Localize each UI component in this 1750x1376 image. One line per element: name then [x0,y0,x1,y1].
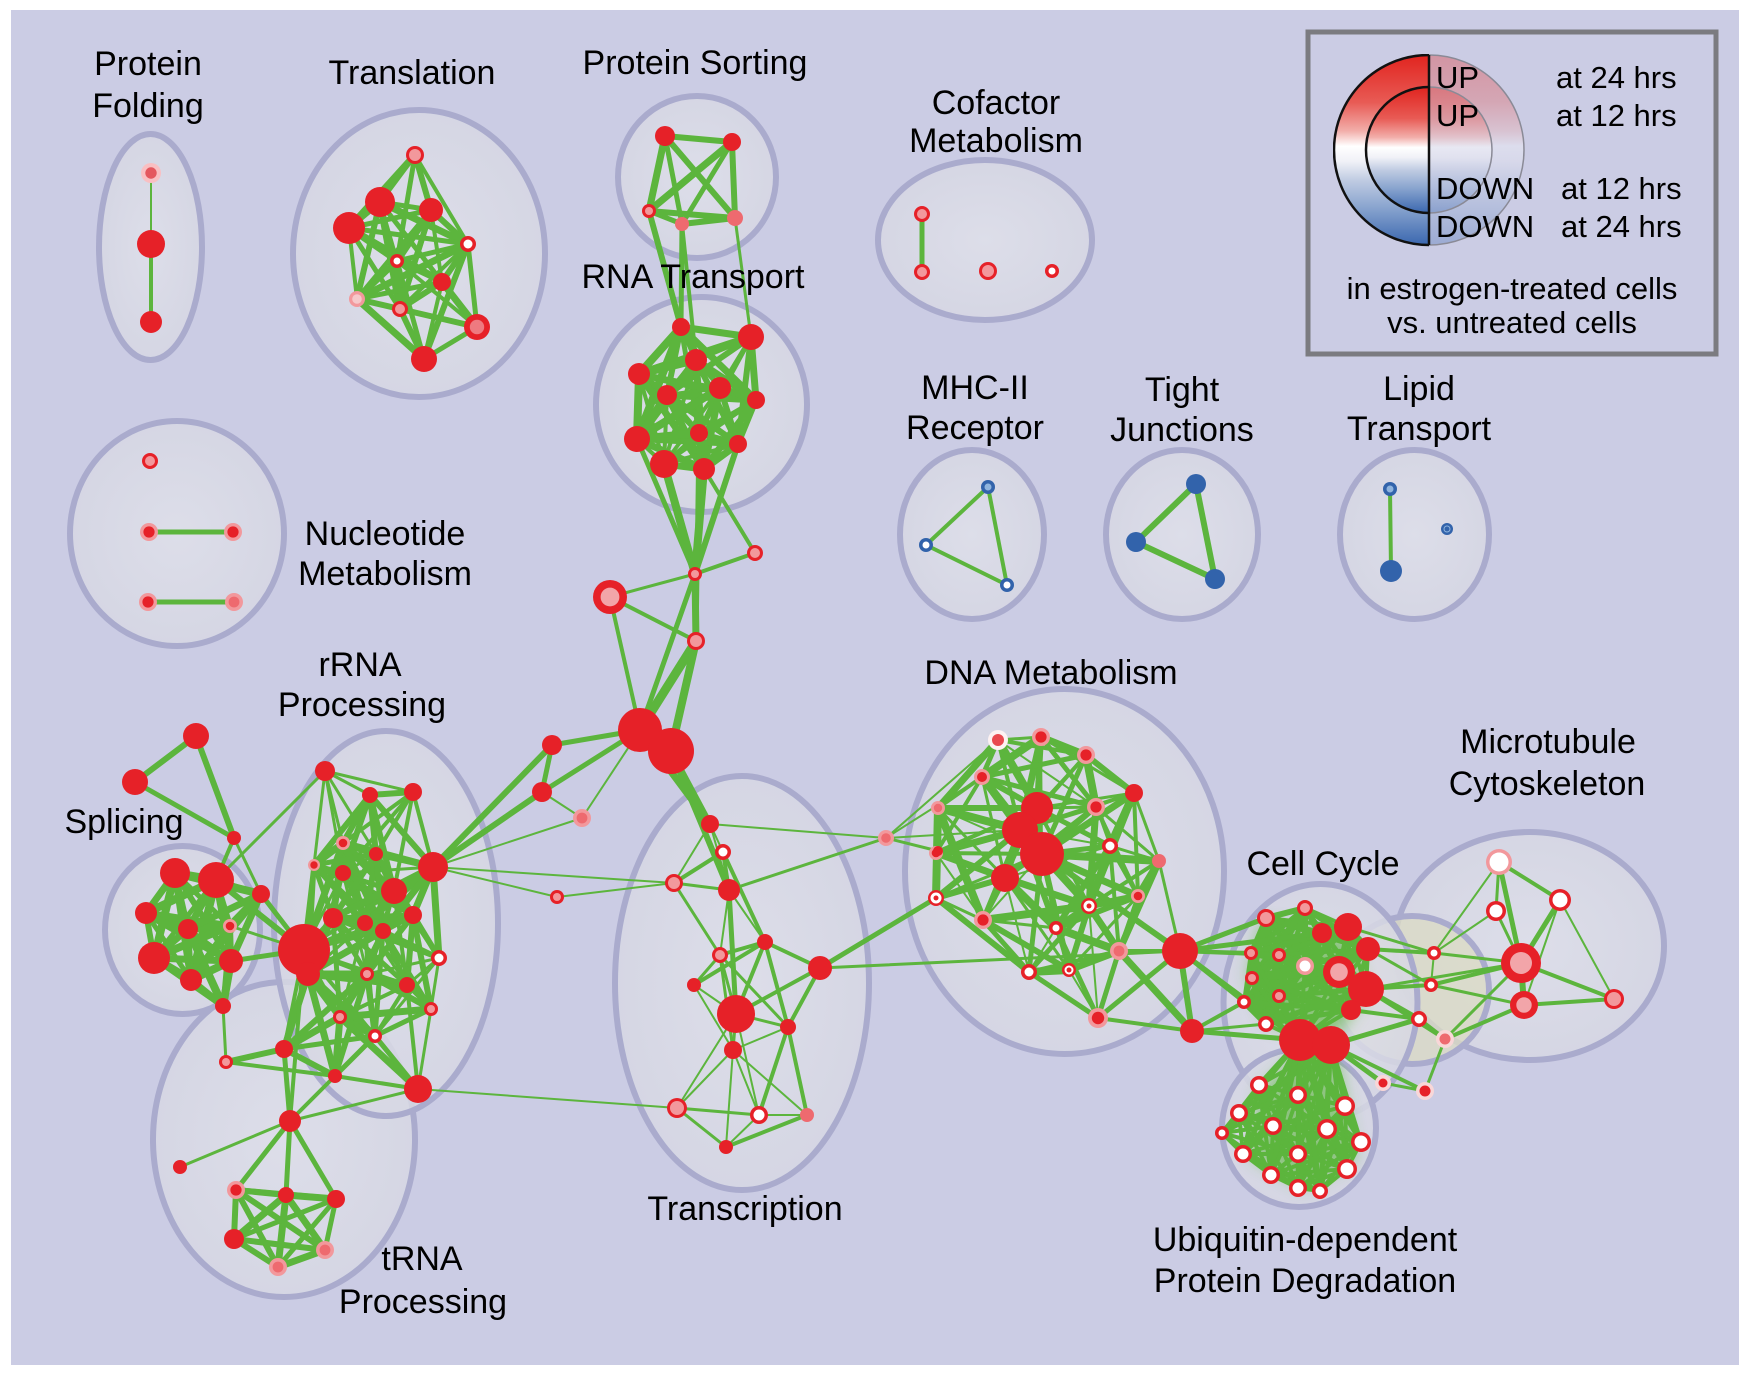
svg-text:Processing: Processing [278,686,446,724]
svg-text:Metabolism: Metabolism [298,555,472,593]
svg-text:Protein Degradation: Protein Degradation [1154,1262,1456,1300]
svg-text:Transcription: Transcription [647,1190,842,1228]
svg-text:UP: UP [1436,60,1479,95]
svg-text:Cofactor: Cofactor [932,84,1061,122]
svg-text:at 24 hrs: at 24 hrs [1556,60,1677,95]
svg-text:at 12 hrs: at 12 hrs [1561,171,1682,206]
svg-text:UP: UP [1436,98,1479,133]
svg-text:Transport: Transport [1347,410,1492,448]
svg-text:DNA Metabolism: DNA Metabolism [924,654,1177,692]
svg-text:Metabolism: Metabolism [909,122,1083,160]
svg-text:Cell Cycle: Cell Cycle [1246,845,1399,883]
svg-text:Processing: Processing [339,1283,507,1321]
svg-text:Translation: Translation [329,54,496,92]
svg-text:rRNA: rRNA [318,646,401,684]
svg-text:Cytoskeleton: Cytoskeleton [1449,765,1646,803]
svg-text:MHC-II: MHC-II [921,369,1029,407]
svg-text:at 24 hrs: at 24 hrs [1561,209,1682,244]
svg-text:Protein Sorting: Protein Sorting [583,44,808,82]
svg-text:Microtubule: Microtubule [1460,723,1636,761]
svg-text:at 12 hrs: at 12 hrs [1556,98,1677,133]
svg-text:vs. untreated cells: vs. untreated cells [1387,305,1637,340]
svg-text:DOWN: DOWN [1436,171,1534,206]
svg-text:Splicing: Splicing [64,803,183,841]
svg-text:Folding: Folding [92,87,204,125]
svg-text:Tight: Tight [1145,371,1220,409]
svg-text:Protein: Protein [94,45,202,83]
svg-text:Receptor: Receptor [906,409,1044,447]
svg-text:Ubiquitin-dependent: Ubiquitin-dependent [1153,1221,1458,1259]
svg-text:Nucleotide: Nucleotide [305,515,466,553]
svg-text:tRNA: tRNA [381,1240,463,1278]
svg-text:DOWN: DOWN [1436,209,1534,244]
svg-text:RNA Transport: RNA Transport [582,258,806,296]
svg-text:in estrogen-treated cells: in estrogen-treated cells [1347,271,1678,306]
svg-text:Junctions: Junctions [1110,411,1254,449]
svg-text:Lipid: Lipid [1383,370,1455,408]
